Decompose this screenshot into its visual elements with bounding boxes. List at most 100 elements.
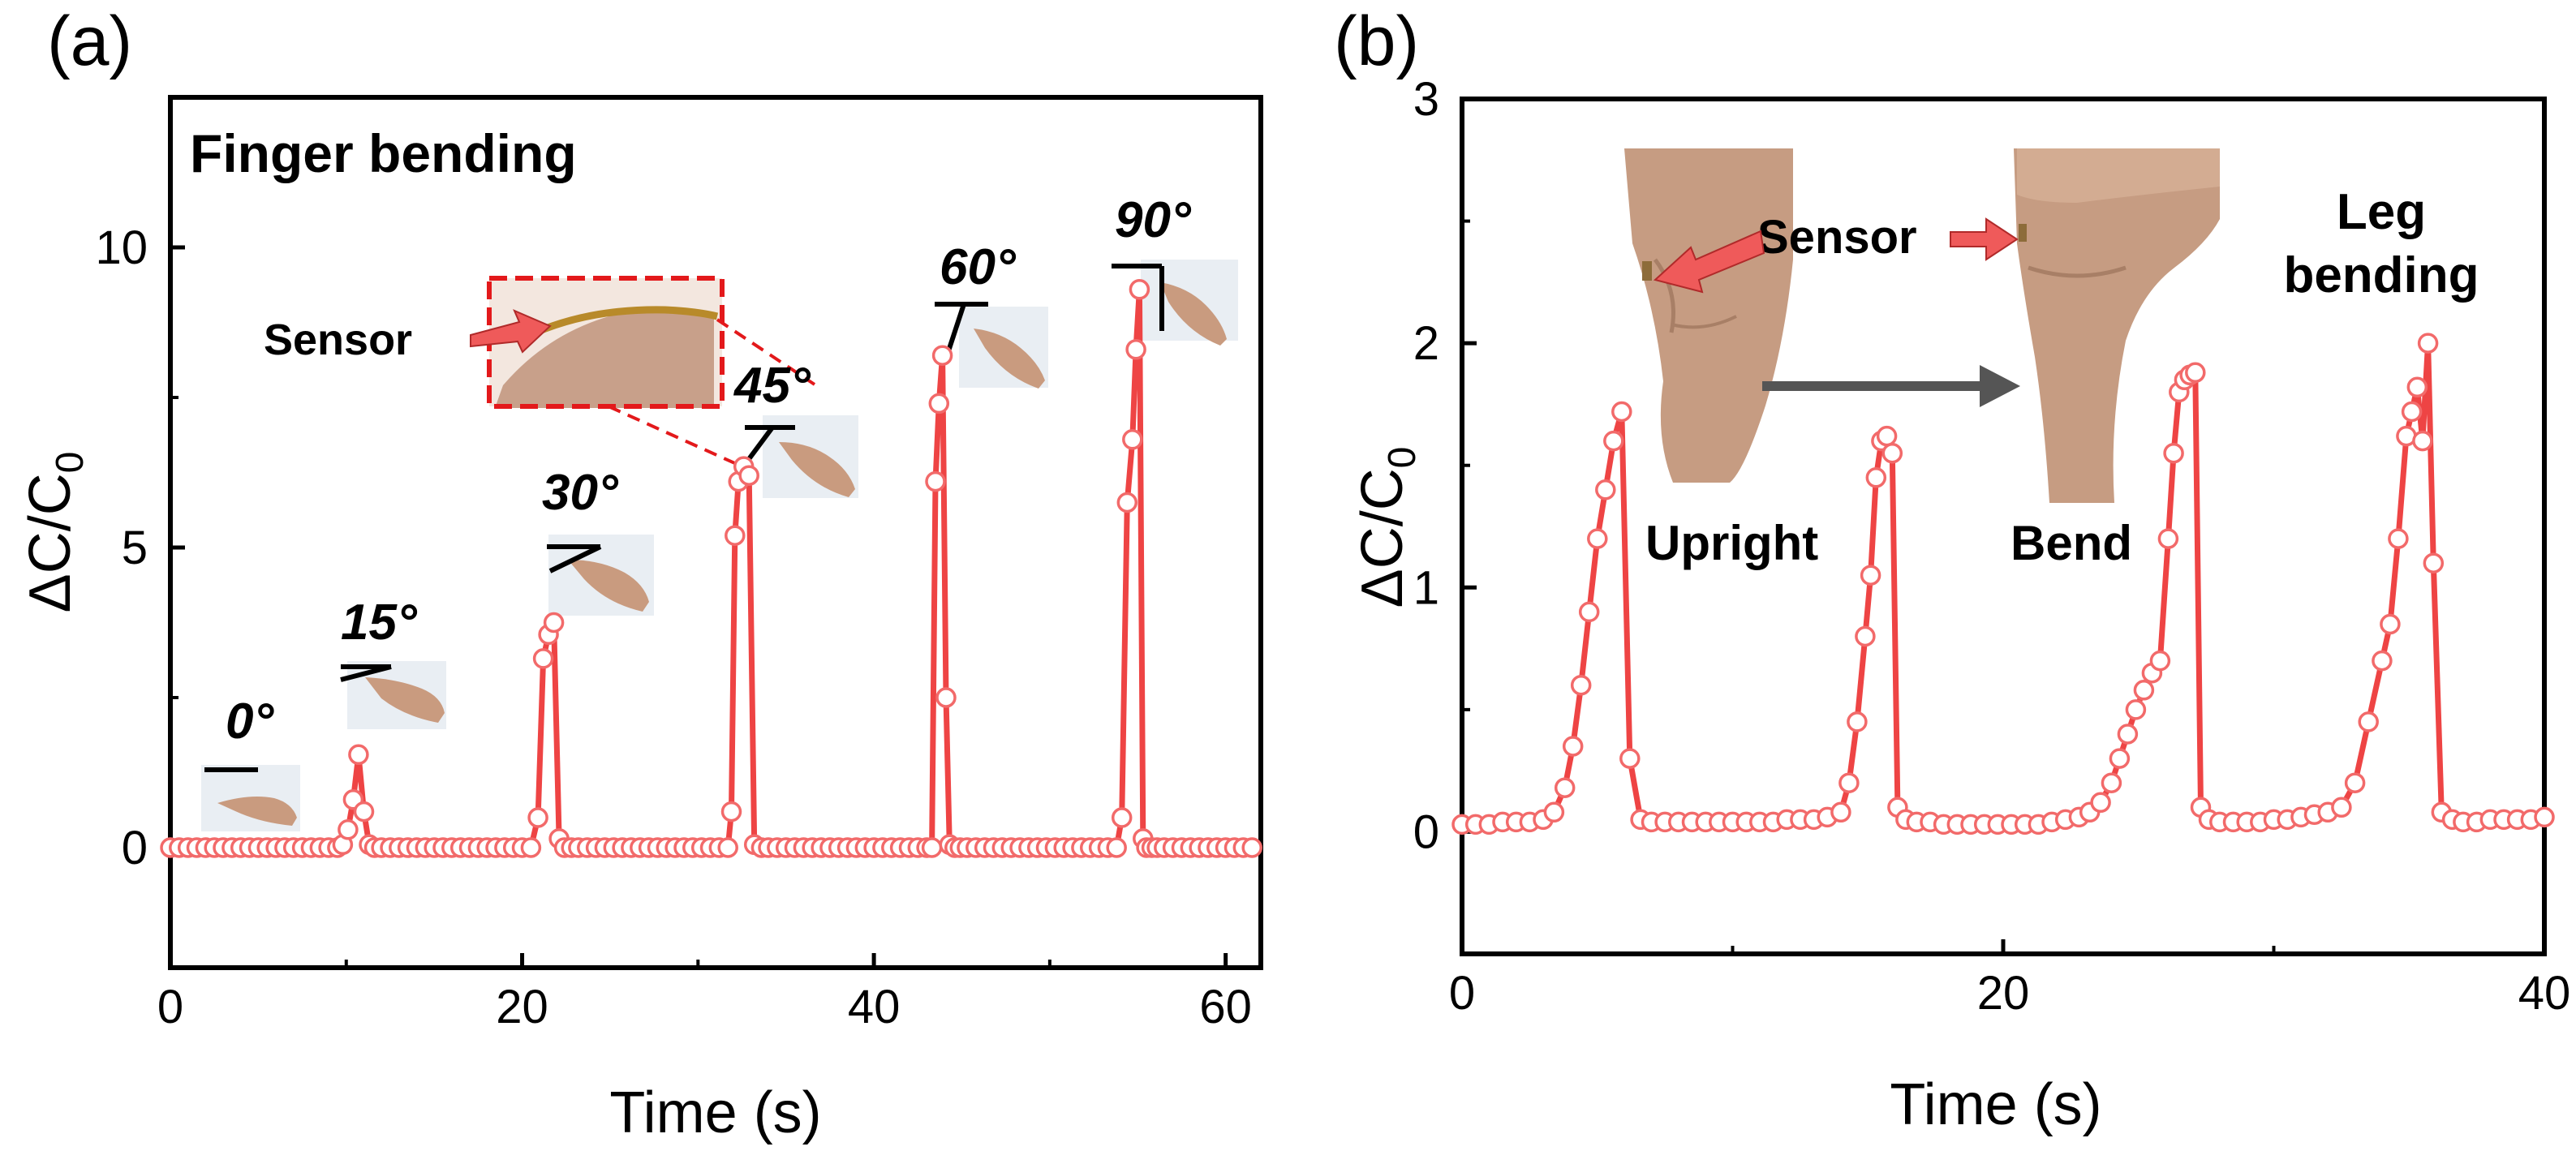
data-point bbox=[931, 345, 953, 366]
angle-label-30: 30° bbox=[542, 465, 619, 521]
angle-label-60: 60° bbox=[940, 239, 1017, 295]
data-point bbox=[1595, 479, 1616, 500]
y-tick-label: 5 bbox=[122, 522, 148, 574]
sensor-chip-bend bbox=[2019, 224, 2027, 242]
data-point bbox=[1125, 339, 1146, 360]
x-tick-label: 60 bbox=[1199, 981, 1252, 1033]
data-point bbox=[1241, 837, 1262, 858]
data-point bbox=[353, 801, 375, 822]
data-point bbox=[1855, 625, 1876, 647]
data-point bbox=[1122, 429, 1143, 450]
data-point bbox=[1587, 528, 1608, 549]
data-point bbox=[921, 837, 943, 858]
y-tick-label: 0 bbox=[122, 822, 148, 874]
data-point bbox=[2117, 724, 2139, 745]
leg-photo-bend bbox=[2014, 148, 2220, 503]
data-point bbox=[520, 837, 542, 858]
zoom-guide-line bbox=[608, 405, 755, 474]
data-point bbox=[2101, 772, 2122, 793]
data-point bbox=[1847, 711, 1868, 732]
data-point bbox=[1562, 736, 1584, 757]
panel-b-label: (b) bbox=[1334, 2, 1419, 80]
data-point bbox=[928, 393, 950, 414]
data-point bbox=[1881, 442, 1903, 464]
angle-label-45: 45° bbox=[733, 358, 811, 414]
sensor-arrow-upright bbox=[1653, 230, 1765, 294]
data-point bbox=[2090, 792, 2111, 814]
x-tick-label: 0 bbox=[1449, 967, 1475, 1020]
data-point bbox=[1611, 401, 1632, 423]
data-point bbox=[2372, 650, 2393, 672]
data-point bbox=[725, 525, 746, 546]
data-point bbox=[2358, 711, 2379, 732]
panel-b-xlabel: Time (s) bbox=[1890, 1072, 2101, 1137]
data-point bbox=[1838, 772, 1860, 793]
data-point bbox=[527, 807, 548, 828]
data-point bbox=[1106, 837, 1127, 858]
sensor-chip-upright bbox=[1642, 261, 1652, 281]
data-point bbox=[1876, 425, 1898, 447]
y-tick-label: 0 bbox=[1413, 805, 1439, 858]
panel-a-series bbox=[160, 279, 1262, 858]
leg-photo-upright bbox=[1624, 148, 1793, 483]
data-point bbox=[2331, 797, 2352, 818]
data-point bbox=[1554, 777, 1576, 798]
x-tick-label: 20 bbox=[1977, 967, 2030, 1020]
data-point bbox=[1543, 801, 1565, 823]
finger-photo-60deg bbox=[935, 302, 1048, 389]
y-tick-label: 10 bbox=[95, 221, 148, 274]
x-tick-label: 40 bbox=[2518, 967, 2571, 1020]
finger-photos bbox=[201, 260, 1238, 831]
panel-b-ylabel: ΔC/C0 bbox=[1350, 447, 1424, 608]
panel-a-xlabel: Time (s) bbox=[609, 1080, 821, 1145]
data-point bbox=[2109, 748, 2131, 769]
data-point bbox=[925, 470, 946, 492]
data-point bbox=[2388, 528, 2409, 549]
data-point bbox=[720, 801, 742, 822]
data-point bbox=[2125, 699, 2147, 720]
data-point bbox=[1129, 279, 1150, 300]
data-point bbox=[348, 744, 369, 766]
data-point bbox=[2344, 772, 2366, 793]
data-point bbox=[2401, 401, 2423, 423]
data-point bbox=[2157, 528, 2179, 549]
x-tick-label: 0 bbox=[157, 981, 183, 1033]
data-point bbox=[2412, 430, 2433, 452]
x-tick-label: 20 bbox=[496, 981, 548, 1033]
leg-bending-title-line2: bending bbox=[2283, 247, 2479, 303]
finger-photo-15deg bbox=[340, 661, 446, 729]
data-point bbox=[338, 819, 359, 840]
panel-b-ylabel-main: ΔC/C bbox=[1350, 468, 1415, 608]
panel-a-frame bbox=[168, 95, 1263, 970]
panel-b-series bbox=[1451, 333, 2555, 835]
leg-bending-title-line1: Leg bbox=[2337, 184, 2426, 240]
data-point bbox=[2149, 650, 2171, 672]
data-point bbox=[2380, 613, 2401, 635]
panel-a: (a) 0 20 40 60 0 5 10 Finger bending bbox=[18, 2, 1263, 1145]
panel-b-ylabel-sub: 0 bbox=[1381, 447, 1424, 469]
panel-a-ylabel-main: ΔC/C bbox=[18, 473, 83, 612]
finger-photo-0deg bbox=[201, 765, 300, 831]
panel-a-ylabel-sub: 0 bbox=[49, 452, 92, 474]
finger-photo-30deg bbox=[547, 535, 654, 616]
data-point bbox=[717, 837, 738, 858]
panel-a-ylabel: ΔC/C0 bbox=[18, 452, 92, 613]
y-tick-label: 2 bbox=[1413, 317, 1439, 370]
sensor-arrow-a bbox=[470, 309, 552, 354]
data-point bbox=[1860, 565, 1881, 586]
data-point bbox=[738, 465, 759, 486]
panel-a-ticks: 0 20 40 60 0 5 10 bbox=[95, 221, 1251, 1033]
y-tick-label: 1 bbox=[1413, 561, 1439, 614]
panel-b-ticks: 0 20 40 0 1 2 3 bbox=[1413, 73, 2571, 1020]
transition-arrow bbox=[1762, 365, 2020, 407]
finger-photo-90deg bbox=[1112, 260, 1238, 346]
data-point bbox=[1570, 674, 1592, 696]
data-point bbox=[2133, 680, 2155, 701]
x-tick-label: 40 bbox=[848, 981, 901, 1033]
angle-label-90: 90° bbox=[1115, 192, 1192, 248]
angle-label-15: 15° bbox=[341, 595, 418, 651]
data-point bbox=[2185, 362, 2206, 384]
data-point bbox=[2534, 806, 2555, 828]
data-point bbox=[1603, 430, 1624, 452]
